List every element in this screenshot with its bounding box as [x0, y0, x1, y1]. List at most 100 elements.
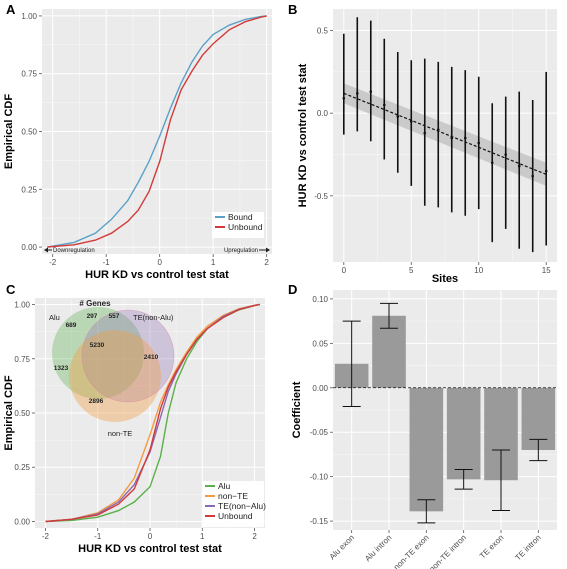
right-arrow-icon — [266, 247, 270, 253]
venn-diagram: # Genes Alu TE(non-Alu) non-TE 689 297 557 5230… — [49, 299, 175, 438]
venn-count: 1323 — [54, 365, 69, 372]
x-axis-title: HUR KD vs control test stat — [78, 543, 222, 555]
legend-label: Bound — [228, 212, 253, 222]
x-tick-label: -2 — [49, 258, 57, 267]
x-tick-label: 15 — [542, 266, 551, 275]
x-axis-title: Sites — [432, 273, 458, 285]
x-tick-label: 1 — [200, 532, 205, 541]
x-tick-label: Alu exon — [328, 533, 356, 561]
panel-letter: D — [288, 282, 297, 297]
venn-title: # Genes — [79, 299, 111, 308]
x-tick-label: 5 — [409, 266, 414, 275]
data-point — [342, 96, 346, 100]
y-tick-label: 0.75 — [21, 70, 37, 79]
legend-label: Unbound — [218, 511, 253, 521]
legend-label: TE(non−Alu) — [218, 501, 266, 511]
bar — [409, 387, 444, 512]
venn-count: 2896 — [89, 398, 104, 405]
y-tick-label: 0.50 — [14, 409, 30, 418]
y-tick-label: 0.50 — [21, 128, 37, 137]
y-tick-label: 0.00 — [21, 243, 37, 252]
y-tick-label: -0.10 — [310, 473, 329, 482]
data-point — [396, 115, 400, 118]
x-tick-label: non-TE exon — [392, 533, 431, 569]
y-tick-label: 0.25 — [14, 463, 30, 472]
data-point — [382, 103, 386, 107]
data-point — [517, 164, 521, 168]
x-tick-label: -1 — [94, 532, 102, 541]
venn-circle-te-non-alu — [82, 310, 174, 402]
data-point — [477, 141, 481, 145]
data-point — [369, 90, 373, 93]
x-tick-label: TE exon — [478, 533, 505, 560]
series-line — [47, 15, 267, 248]
data-point — [463, 136, 467, 140]
venn-count: 557 — [109, 313, 120, 320]
x-tick-label: 2 — [252, 532, 257, 541]
panel-c: -2 -1 0 1 20.000.250.500.751.00CAlunon−TETE(… — [3, 282, 266, 555]
y-tick-label: 0.00 — [312, 384, 328, 393]
y-tick-label: 0.75 — [14, 355, 30, 364]
panel-letter: B — [288, 2, 297, 17]
y-tick-label: 0.0 — [317, 109, 329, 118]
y-axis-title: Empirical CDF — [3, 375, 15, 450]
venn-count: 689 — [66, 322, 77, 329]
y-tick-label: 0.05 — [312, 339, 328, 348]
venn-outline — [81, 309, 175, 403]
y-tick-label: -0.5 — [314, 192, 328, 201]
x-tick-label: 0 — [342, 266, 347, 275]
legend-label: Alu — [218, 481, 231, 491]
x-tick-label: 1 — [211, 258, 216, 267]
y-tick-label: 1.00 — [14, 301, 30, 310]
bar — [446, 387, 481, 480]
venn-circle-non-te — [69, 330, 161, 422]
x-tick-label: TE intron — [513, 533, 542, 562]
panel-b: 0 5 10 15 -0.5 0.0 0.5 B Sites HUR KD vs control … — [288, 2, 557, 285]
y-tick-label: 0.10 — [312, 295, 328, 304]
venn-label-te-non-alu: TE(non-Alu) — [133, 313, 174, 322]
x-tick-label: Alu intron — [363, 533, 393, 563]
venn-count: 297 — [87, 313, 98, 320]
data-point — [423, 131, 427, 135]
y-tick-label: -0.15 — [310, 517, 329, 526]
data-point — [355, 92, 359, 95]
y-tick-label: -0.05 — [310, 428, 329, 437]
y-tick-label: 0.5 — [317, 26, 329, 35]
x-tick-label: 0 — [148, 532, 153, 541]
legend-label: Unbound — [228, 222, 263, 232]
venn-count: 5230 — [90, 342, 105, 349]
legend-box — [202, 481, 264, 527]
y-axis-title: Empirical CDF — [3, 94, 15, 169]
x-tick-label: 0 — [157, 258, 162, 267]
x-tick-label: -2 — [42, 532, 50, 541]
legend-label: non−TE — [218, 491, 248, 501]
data-point — [504, 153, 508, 156]
panel-letter: A — [6, 2, 16, 17]
annotation-downregulation: Downregulation — [53, 248, 95, 254]
left-arrow-icon — [44, 247, 48, 253]
series-line — [45, 303, 260, 523]
y-axis-title: HUR KD vs control test stat — [297, 63, 309, 207]
y-tick-label: 0.25 — [21, 185, 37, 194]
panel-a: -2 -1 0 1 2 0.00 0.25 0.50 0.75 1.00 A BoundUnbound… — [3, 2, 272, 281]
x-tick-label: -1 — [103, 258, 111, 267]
venn-circle-alu — [52, 307, 144, 399]
x-tick-label: non-TE intron — [427, 533, 468, 569]
fit-line — [343, 92, 547, 175]
confidence-band — [343, 83, 547, 186]
x-tick-label: 2 — [264, 258, 269, 267]
y-axis-title: Coefficient — [291, 381, 303, 438]
panel-d: -0.15 -0.10 -0.05 0.00 0.05 0.10 D Alu exon Alu … — [288, 282, 557, 569]
panel-letter: C — [6, 282, 16, 297]
data-point — [544, 169, 548, 173]
annotation-upregulation: Upregulation — [224, 248, 258, 254]
x-tick-label: 10 — [474, 266, 483, 275]
data-point — [531, 174, 535, 178]
data-point — [409, 120, 413, 123]
series-line — [47, 15, 267, 248]
venn-label-non-te: non-TE — [108, 429, 133, 438]
venn-label-alu: Alu — [49, 313, 60, 322]
data-point — [490, 161, 494, 165]
venn-count: 2410 — [144, 354, 159, 361]
